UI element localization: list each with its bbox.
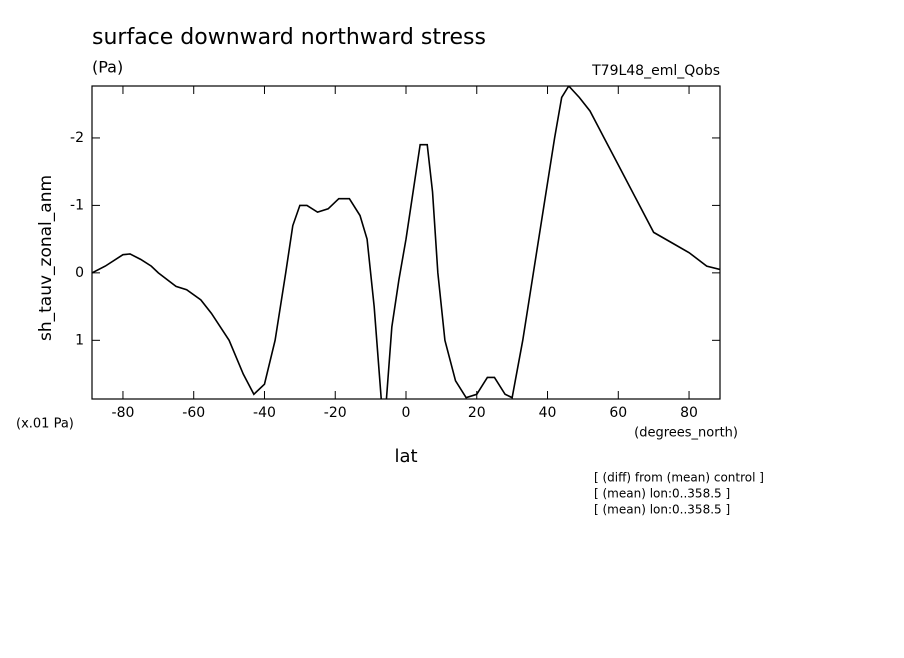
x-tick-label: -40 [253, 405, 276, 421]
x-tick-label: 60 [609, 405, 627, 421]
y-axis-label: sh_tauv_zonal_anm [36, 175, 56, 341]
x-tick-label: 80 [680, 405, 698, 421]
y-tick-label: 0 [75, 265, 84, 281]
x-unit: (degrees_north) [634, 426, 738, 441]
data-line [92, 86, 720, 399]
note: [ (diff) from (mean) control ] [594, 471, 764, 485]
y-tick-label: 1 [75, 332, 84, 348]
x-tick-label: 0 [402, 405, 411, 421]
x-axis-label: lat [394, 446, 417, 467]
chart-title: surface downward northward stress [92, 25, 486, 50]
y-tick-label: -1 [70, 197, 84, 213]
x-tick-label: -20 [324, 405, 347, 421]
x-tick-label: -60 [182, 405, 205, 421]
note: [ (mean) lon:0..358.5 ] [594, 503, 730, 517]
y-tick-label: -2 [70, 130, 84, 146]
y-unit: (x.01 Pa) [16, 417, 74, 432]
run-label: T79L48_eml_Qobs [591, 63, 720, 79]
x-tick-label: 40 [539, 405, 557, 421]
subtitle: (Pa) [92, 58, 123, 77]
x-tick-label: -80 [112, 405, 135, 421]
note: [ (mean) lon:0..358.5 ] [594, 487, 730, 501]
x-tick-label: 20 [468, 405, 486, 421]
